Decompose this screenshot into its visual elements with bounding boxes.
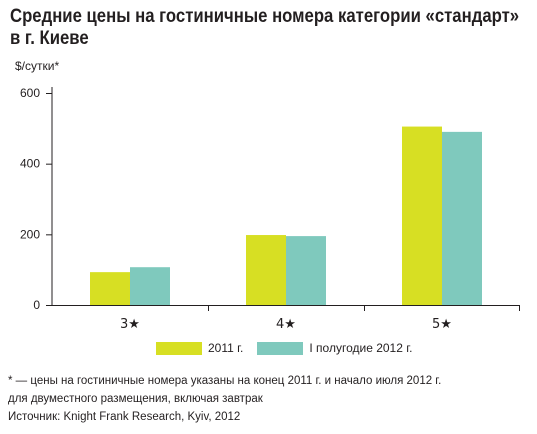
chart-axes <box>46 87 520 311</box>
bar-2011-cat-2 <box>402 126 442 305</box>
bar-2012-cat-2 <box>442 131 482 305</box>
footnote: * — цены на гостиничные номера указаны н… <box>8 372 533 426</box>
legend-item-2011: 2011 г. <box>156 341 243 355</box>
bar-chart: 0 200 400 600 3★ 4★ 5★ <box>20 86 520 332</box>
bar-2011-cat-1 <box>246 235 286 305</box>
y-tick-label: 600 <box>20 86 40 100</box>
bar-2012-cat-0 <box>130 267 170 305</box>
legend-swatch-2011 <box>156 341 202 355</box>
footnote-line2: для двуместного размещения, включая завт… <box>8 393 263 405</box>
x-category-label: 5★ <box>432 317 452 332</box>
y-tick-label: 0 <box>33 298 40 312</box>
chart-legend: 2011 г. I полугодие 2012 г. <box>156 341 412 355</box>
legend-label-2012: I полугодие 2012 г. <box>309 341 413 355</box>
chart-title-line1: Средние цены на гостиничные номера катег… <box>10 6 520 27</box>
legend-swatch-2012 <box>257 341 304 355</box>
bar-2011-cat-0 <box>90 272 130 305</box>
chart-title-line2: в г. Киеве <box>10 28 89 49</box>
legend-item-2012: I полугодие 2012 г. <box>257 341 412 355</box>
chart-bars <box>90 126 482 305</box>
legend-label-2011: 2011 г. <box>208 341 244 355</box>
chart-labels: 0 200 400 600 3★ 4★ 5★ <box>20 86 452 332</box>
x-category-label: 4★ <box>276 317 296 332</box>
bar-2012-cat-1 <box>286 236 326 305</box>
source-line: Источник: Knight Frank Research, Kyiv, 2… <box>8 411 241 423</box>
footnote-line1: * — цены на гостиничные номера указаны н… <box>8 375 442 387</box>
x-category-label: 3★ <box>120 317 140 332</box>
chart-title: Средние цены на гостиничные номера катег… <box>10 6 520 50</box>
y-tick-label: 200 <box>20 227 40 241</box>
y-tick-label: 400 <box>20 157 40 171</box>
y-axis-unit-label: $/сутки* <box>15 59 60 73</box>
